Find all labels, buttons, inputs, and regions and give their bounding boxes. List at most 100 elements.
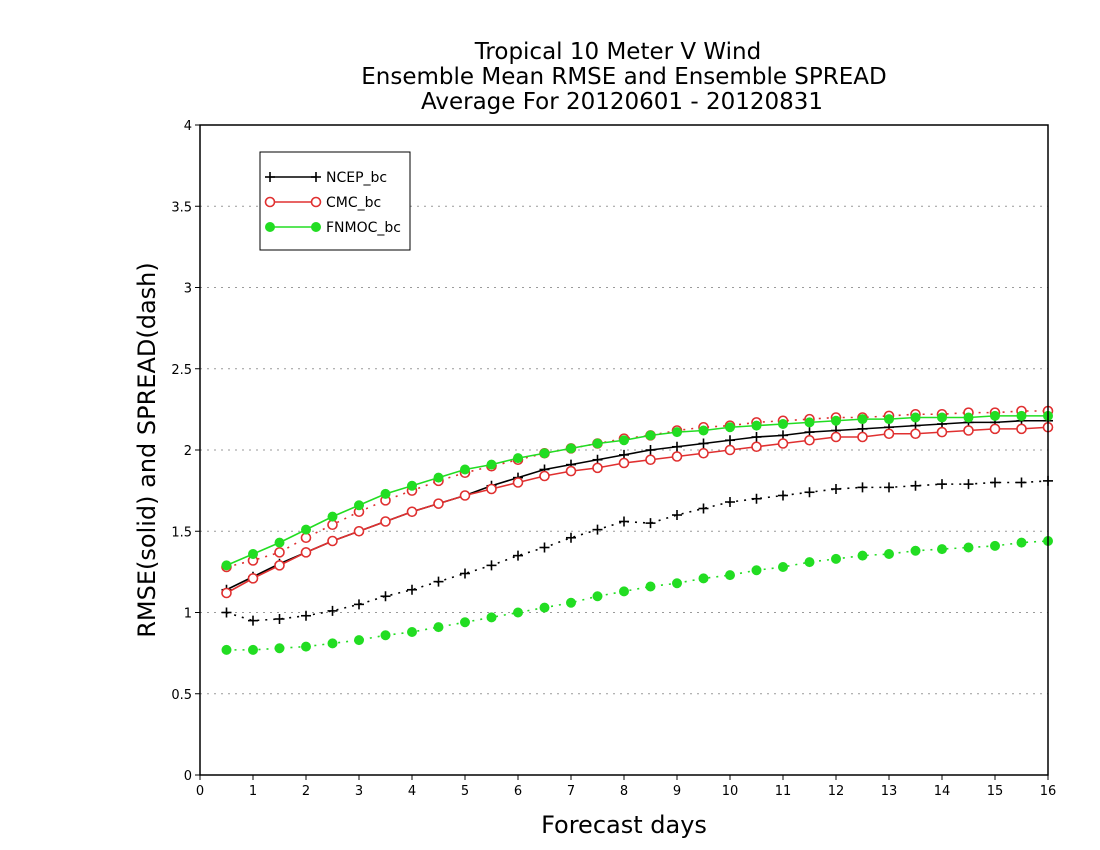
spread-point-ncep-bc bbox=[831, 484, 841, 494]
x-tick-label: 8 bbox=[620, 784, 628, 799]
y-tick-label: 0 bbox=[184, 769, 192, 784]
rmse-point-ncep-bc bbox=[751, 432, 762, 442]
spread-point-fnmoc-bc bbox=[963, 542, 974, 553]
legend-label: FNMOC_bc bbox=[326, 220, 401, 236]
rmse-point-cmc-bc bbox=[804, 434, 815, 446]
rmse-point-cmc-bc bbox=[274, 560, 285, 571]
legend-entry-cmc-bc: CMC_bc bbox=[264, 195, 381, 211]
rmse-point-cmc-bc bbox=[671, 451, 683, 462]
spread-point-ncep-bc bbox=[354, 599, 364, 610]
legend-marker bbox=[311, 222, 321, 232]
spread-point-fnmoc-bc bbox=[248, 644, 258, 655]
spread-line-fnmoc-bc bbox=[226, 540, 1049, 651]
rmse-point-cmc-bc bbox=[327, 535, 338, 547]
spread-point-ncep-bc bbox=[566, 532, 576, 543]
rmse-point-cmc-bc bbox=[751, 441, 762, 453]
series-cmc-bc bbox=[221, 405, 1054, 599]
x-tick-label: 5 bbox=[461, 784, 469, 799]
spread-point-ncep-bc bbox=[486, 560, 497, 571]
rmse-point-cmc-bc bbox=[830, 431, 842, 443]
rmse-point-fnmoc-bc bbox=[327, 511, 338, 522]
legend: NCEP_bc CMC_bc FNMOC_bc bbox=[259, 151, 411, 251]
spread-point-ncep-bc bbox=[804, 487, 815, 498]
rmse-point-fnmoc-bc bbox=[751, 420, 762, 431]
spread-point-fnmoc-bc bbox=[539, 602, 550, 613]
x-tick-label: 11 bbox=[775, 784, 792, 799]
rmse-point-fnmoc-bc bbox=[963, 412, 974, 423]
spread-point-fnmoc-bc bbox=[513, 607, 523, 618]
x-tick-label: 16 bbox=[1040, 784, 1057, 799]
rmse-point-ncep-bc bbox=[698, 438, 709, 449]
rmse-point-fnmoc-bc bbox=[831, 415, 841, 426]
rmse-point-cmc-bc bbox=[777, 438, 789, 449]
spread-point-ncep-bc bbox=[248, 615, 258, 626]
spread-point-fnmoc-bc bbox=[619, 586, 629, 597]
spread-point-fnmoc-bc bbox=[751, 565, 762, 576]
rmse-point-ncep-bc bbox=[645, 445, 656, 455]
spread-point-ncep-bc bbox=[327, 605, 338, 616]
x-axis-label: Forecast days bbox=[541, 811, 707, 839]
spread-point-fnmoc-bc bbox=[407, 627, 417, 637]
spread-point-ncep-bc bbox=[221, 607, 232, 618]
rmse-point-fnmoc-bc bbox=[857, 414, 868, 425]
legend-label: CMC_bc bbox=[326, 195, 381, 211]
x-tick-label: 6 bbox=[514, 784, 522, 799]
rmse-point-cmc-bc bbox=[724, 444, 736, 456]
spread-point-fnmoc-bc bbox=[645, 581, 656, 592]
spread-point-fnmoc-bc bbox=[354, 635, 364, 646]
rmse-point-cmc-bc bbox=[936, 426, 948, 438]
spread-point-cmc-bc bbox=[274, 547, 285, 558]
rmse-point-cmc-bc bbox=[618, 457, 630, 469]
rmse-point-ncep-bc bbox=[725, 435, 735, 446]
legend-marker bbox=[310, 196, 322, 208]
legend-entry-ncep-bc: NCEP_bc bbox=[265, 170, 387, 186]
chart-title-line-1: Tropical 10 Meter V Wind bbox=[474, 39, 761, 65]
rmse-point-cmc-bc bbox=[989, 423, 1001, 435]
spread-point-fnmoc-bc bbox=[221, 644, 232, 655]
legend-label: NCEP_bc bbox=[326, 170, 387, 186]
series-fnmoc-bc bbox=[221, 410, 1053, 655]
spread-point-fnmoc-bc bbox=[672, 578, 682, 589]
spread-point-ncep-bc bbox=[619, 516, 629, 527]
legend-marker bbox=[311, 172, 321, 182]
spread-point-fnmoc-bc bbox=[592, 591, 603, 602]
rmse-point-cmc-bc bbox=[565, 465, 577, 477]
x-tick-label: 7 bbox=[567, 784, 575, 799]
rmse-point-cmc-bc bbox=[883, 428, 895, 440]
rmse-point-cmc-bc bbox=[353, 525, 365, 537]
spread-point-fnmoc-bc bbox=[937, 544, 947, 555]
spread-point-fnmoc-bc bbox=[831, 553, 841, 564]
rmse-point-fnmoc-bc bbox=[274, 537, 285, 548]
legend-box bbox=[259, 151, 411, 251]
spread-point-fnmoc-bc bbox=[857, 550, 868, 561]
x-tick-label: 15 bbox=[987, 784, 1004, 799]
rmse-point-fnmoc-bc bbox=[486, 459, 497, 470]
y-tick-label: 3.5 bbox=[171, 200, 192, 215]
spread-point-fnmoc-bc bbox=[433, 622, 444, 633]
rmse-point-fnmoc-bc bbox=[248, 549, 258, 559]
spread-point-ncep-bc bbox=[460, 568, 470, 579]
rmse-point-cmc-bc bbox=[1016, 423, 1027, 435]
y-tick-label: 1 bbox=[184, 607, 192, 622]
spread-point-fnmoc-bc bbox=[725, 570, 735, 581]
rmse-point-fnmoc-bc bbox=[539, 448, 550, 459]
spread-point-ncep-bc bbox=[274, 614, 285, 624]
spread-point-fnmoc-bc bbox=[910, 545, 921, 556]
rmse-point-fnmoc-bc bbox=[990, 410, 1000, 421]
spread-point-ncep-bc bbox=[433, 576, 444, 587]
rmse-point-cmc-bc bbox=[963, 425, 974, 436]
spread-point-fnmoc-bc bbox=[274, 643, 285, 654]
series-layer bbox=[221, 405, 1054, 655]
x-tick-label: 0 bbox=[196, 784, 204, 799]
spread-point-fnmoc-bc bbox=[698, 573, 709, 584]
spread-point-ncep-bc bbox=[910, 480, 921, 491]
y-tick-label: 4 bbox=[184, 119, 192, 134]
y-tick-label: 2.5 bbox=[171, 363, 192, 378]
rmse-point-fnmoc-bc bbox=[725, 422, 735, 433]
y-tick-label: 1.5 bbox=[171, 525, 192, 540]
rmse-line-ncep-bc bbox=[226, 419, 1048, 591]
rmse-point-cmc-bc bbox=[857, 431, 868, 443]
x-tick-label: 12 bbox=[828, 784, 845, 799]
spread-point-ncep-bc bbox=[672, 510, 682, 520]
spread-point-fnmoc-bc bbox=[778, 562, 788, 572]
